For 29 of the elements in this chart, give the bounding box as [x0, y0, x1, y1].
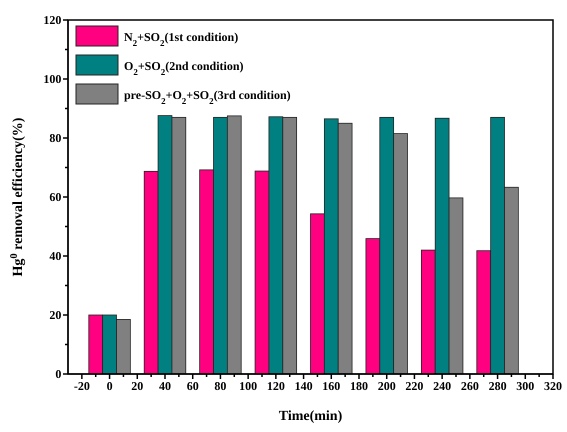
x-tick-label: 0	[106, 379, 113, 394]
y-tick-label: 100	[43, 72, 62, 86]
x-tick-label: 160	[322, 379, 340, 394]
x-axis-title: Time(min)	[278, 409, 343, 424]
legend-label: pre-SO$_{2}$+O$_{2}$+SO$_{2}$(3rd condition)	[124, 88, 291, 106]
y-tick-label: 120	[43, 12, 62, 27]
x-tick-label: 60	[186, 379, 199, 394]
x-tick-label: 240	[433, 379, 452, 394]
x-tick-label: 40	[159, 379, 171, 394]
x-tick-label: 140	[294, 379, 313, 394]
x-tick-label: 100	[239, 379, 258, 394]
x-tick-label: 320	[544, 379, 562, 394]
x-tick-label: 280	[488, 379, 507, 394]
x-tick-label: 120	[266, 379, 285, 394]
x-tick-label: 220	[405, 379, 424, 394]
x-tick-label: 80	[214, 379, 226, 394]
legend-label: N$_{2}$+SO$_{2}$(1st condition)	[124, 30, 238, 48]
y-tick-label: 20	[49, 308, 62, 322]
x-tick-label: 20	[131, 379, 144, 394]
x-tick-label: 200	[378, 379, 396, 394]
y-tick-label: 80	[49, 130, 62, 145]
legend-label: O$_{2}$+SO$_{2}$(2nd condition)	[124, 59, 244, 77]
y-tick-label: 60	[49, 190, 62, 204]
y-tick-label: 40	[49, 248, 62, 263]
y-tick-label: 0	[55, 366, 62, 381]
x-tick-label: 180	[350, 379, 368, 394]
x-tick-label: -20	[74, 379, 90, 394]
x-tick-label: 300	[516, 379, 534, 394]
x-tick-label: 260	[460, 379, 479, 394]
